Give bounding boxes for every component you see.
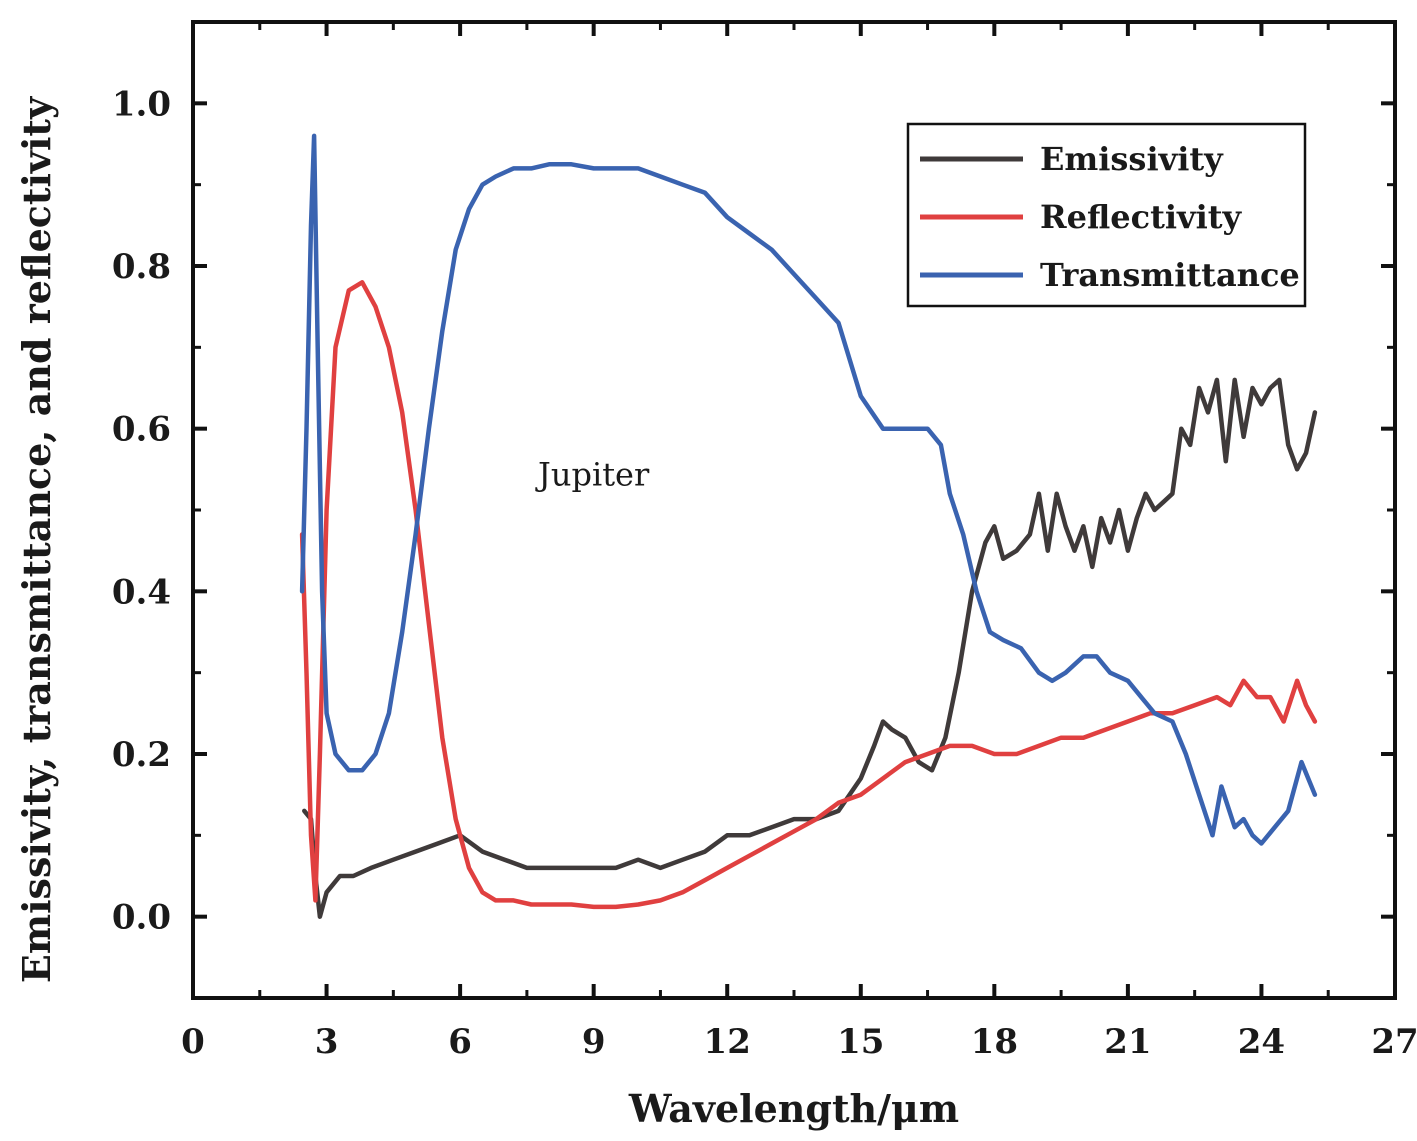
legend-label-transmittance: Transmittance [1040, 256, 1300, 294]
ticks-group: 0 3 6 9 12 15 18 21 24 27 0.0 0.2 0.4 0.6 0.8 1.0 [112, 20, 1417, 1062]
legend: Emissivity Reflectivity Transmittance [906, 122, 1307, 308]
y-axis-title: Emissivity, transmittance, and reflectiv… [14, 96, 59, 983]
annotation-label: Jupiter [535, 456, 650, 494]
y-tick-label: 0.8 [112, 247, 171, 287]
x-tick-label: 18 [971, 1022, 1018, 1062]
y-tick-label: 0.0 [112, 898, 171, 938]
y-tick-label: 0.6 [112, 410, 171, 450]
y-tick-label: 0.4 [112, 572, 171, 612]
x-tick-label: 15 [837, 1022, 884, 1062]
x-tick-label: 27 [1371, 1022, 1417, 1062]
legend-label-emissivity: Emissivity [1040, 140, 1224, 178]
series-line-transmittance [299, 133, 1318, 846]
series-line-emissivity [302, 377, 1318, 919]
x-tick-label: 24 [1238, 1022, 1285, 1062]
x-tick-label: 12 [704, 1022, 751, 1062]
x-tick-label: 0 [181, 1022, 205, 1062]
legend-label-reflectivity: Reflectivity [1040, 198, 1243, 236]
x-axis-title: Wavelength/μm [628, 1086, 959, 1131]
x-tick-label: 3 [315, 1022, 339, 1062]
x-tick-label: 9 [582, 1022, 606, 1062]
series-line-reflectivity [299, 280, 1318, 910]
y-tick-label: 0.2 [112, 735, 171, 775]
series-lines-group [299, 133, 1318, 919]
annotations-group: Jupiter [535, 456, 650, 494]
x-tick-label: 6 [448, 1022, 472, 1062]
y-tick-label: 1.0 [112, 84, 171, 124]
x-tick-label: 21 [1104, 1022, 1151, 1062]
